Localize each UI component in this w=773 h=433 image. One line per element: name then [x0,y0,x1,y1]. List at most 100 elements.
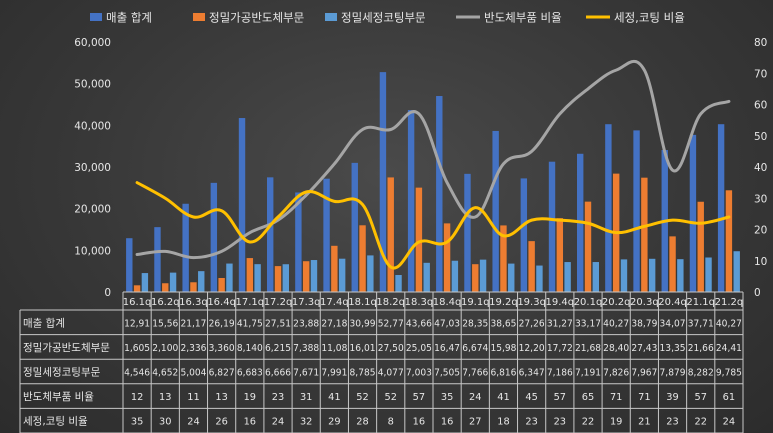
table-cell: 5,004 [180,368,206,379]
table-cell: 25,05 [406,343,432,354]
bar [302,261,310,292]
bar [310,260,318,292]
legend-item: 세정,코팅 비율 [586,11,685,25]
plot-area [126,59,740,293]
table-row-label: 매출 합계 [23,317,65,329]
table-cell: 6,683 [237,368,263,379]
table-cell: 16 [441,417,453,428]
table-cell: 7,186 [547,368,573,379]
table-cell: 7,388 [293,343,319,354]
table-cell: 6,816 [490,368,516,379]
table-cell: 26,19 [209,318,235,329]
bar [556,218,564,292]
series-line [135,181,731,270]
table-cell: 32 [300,417,312,428]
x-tick-label: 18.3q [405,297,434,308]
bar [169,272,177,292]
table-cell: 21 [638,417,650,428]
table-cell: 41,75 [237,318,263,329]
bar [436,96,443,293]
table-cell: 16,01 [350,343,376,354]
table-cell: 22 [582,417,594,428]
series-bars [141,251,740,292]
table-cell: 8,140 [237,343,263,354]
bar [338,258,346,292]
x-tick-label: 17.3q [292,297,321,308]
x-tick-label: 19.1q [461,297,490,308]
legend-label: 반도체부품 비율 [484,11,562,25]
y-tick-left: 60,000 [74,37,111,49]
bar [351,162,358,292]
table-cell: 23 [666,417,678,428]
legend-swatch [193,13,205,21]
table-cell: 7,671 [293,368,319,379]
table-cell: 71 [638,392,650,403]
bar [359,225,366,292]
table-cell: 12 [131,392,143,403]
table-cell: 16 [244,417,256,428]
bar [198,271,205,292]
x-tick-label: 21.1q [686,297,715,308]
bar [282,264,289,292]
table-cell: 9,785 [716,368,742,379]
x-tick-label: 18.4q [433,297,462,308]
table-cell: 21,17 [180,318,206,329]
y-axis-left: 0 10,000 20,000 30,000 40,000 50,000 60,000 [74,37,111,299]
table-cell: 3,360 [209,343,235,354]
table-cell: 39 [666,392,678,403]
table-cell: 52 [356,392,368,403]
bar [295,192,302,292]
table-cell: 21,66 [688,343,714,354]
table-cell: 7,879 [660,368,686,379]
table-cell: 6,666 [265,368,291,379]
x-tick-label: 20.3q [630,297,659,308]
table-cell: 12,91 [124,318,150,329]
table-cell: 22 [694,417,706,428]
table-cell: 2,336 [180,343,206,354]
bar [415,187,423,293]
legend-label: 매출 합계 [106,11,152,25]
table-cell: 38,79 [631,318,657,329]
table-cell: 16,47 [434,343,460,354]
legend: 매출 합계 정밀가공반도체부문 정밀세정코팅부문 반도체부품 비율 세정,코팅 비율 [90,11,685,25]
bar [508,263,515,292]
table-cell: 2,100 [152,343,178,354]
table-cell: 13 [159,392,171,403]
table-cell: 30,99 [350,318,376,329]
table-cell: 13 [215,392,227,403]
x-tick-label: 16.2q [151,297,180,308]
x-tick-label: 19.2q [489,297,518,308]
table-cell: 65 [582,392,594,403]
table-cell: 28,35 [462,318,488,329]
table-cell: 7,505 [434,368,460,379]
table-cell: 12,20 [519,343,545,354]
table-cell: 21,68 [575,343,601,354]
table-cell: 47,03 [434,318,460,329]
table-cell: 23 [525,417,537,428]
table-cell: 31 [300,392,312,403]
table-cell: 7,967 [631,368,657,379]
x-tick-label: 18.1q [348,297,377,308]
table-cell: 4,077 [378,368,404,379]
bar [725,190,733,292]
bar [267,177,274,292]
table-cell: 24 [272,417,284,428]
table-cell: 7,991 [321,368,347,379]
table-cell: 45 [525,392,537,403]
bar [605,124,612,292]
bar [246,258,254,292]
table-cell: 24 [187,417,199,428]
bar [520,178,528,292]
x-tick-label: 21.2q [715,297,744,308]
table-cell: 41 [328,392,340,403]
bar [648,258,656,292]
x-tick-label: 18.2q [376,297,405,308]
table-cell: 13,35 [660,343,686,354]
bar [274,266,282,292]
y-axis-right: 0 10 20 30 40 50 60 70 80 [754,37,767,299]
legend-label: 세정,코팅 비율 [614,11,685,25]
legend-label: 정밀가공반도체부문 [209,11,304,25]
bar [210,182,218,292]
bar [182,203,189,292]
table-cell: 40,27 [603,318,629,329]
